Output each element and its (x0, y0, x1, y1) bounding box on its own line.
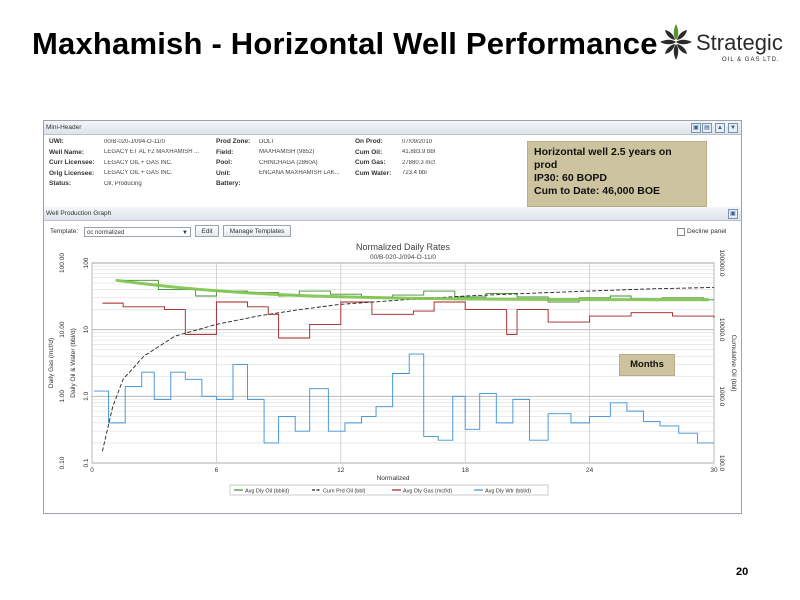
gas-rate-series (102, 301, 715, 339)
slide-title: Maxhamish - Horizontal Well Performance (32, 26, 658, 61)
legend-box (229, 484, 549, 496)
template-select[interactable]: oc normalized ▼ (84, 227, 191, 237)
chart-subtitle: 00/B-020-J/094-O-11/0 (370, 254, 436, 261)
y-tick-label: 1.00 (59, 390, 66, 403)
oil-trend-line (115, 278, 710, 302)
field-label: On Prod: (355, 138, 383, 145)
template-label: Template: (50, 228, 79, 235)
water-rate-series (94, 353, 714, 444)
chevron-down-icon: ▼ (182, 230, 188, 236)
x-tick-label: 12 (337, 467, 345, 474)
save-icon[interactable]: ▣ (728, 209, 738, 219)
template-select-value: oc normalized (87, 230, 125, 236)
y-axis-label: Daily Oil & Water (bbl/d) (70, 328, 77, 397)
mini-header-bar: Mini-Header ▣ ▤ ▲ ▼ (44, 121, 741, 135)
field-value: Oil, Producing (104, 180, 142, 187)
legend-label: Avg Dly Wtr (bbl/d) (485, 489, 531, 495)
legend-label: Avg Dly Oil (bbl/d) (245, 489, 289, 495)
manage-templates-button[interactable]: Manage Templates (223, 225, 291, 237)
field-label: Cum Oil: (355, 148, 383, 156)
field-label: Orig Licensee: (49, 169, 95, 177)
field-value: LEGACY ET AL F2 MAXHAMISH ... (104, 149, 200, 155)
y2-tick-label: 1000.0 (718, 386, 725, 406)
save-icon[interactable]: ▣ (691, 123, 701, 133)
field-value: ENCANA MAXHAMISH LAK... (259, 170, 340, 176)
edit-button[interactable]: Edit (195, 225, 219, 237)
callout-line: Cum to Date: 46,000 BOE (534, 185, 661, 197)
export-icon[interactable]: ▤ (702, 123, 712, 133)
y-tick-label: 100 (83, 257, 90, 268)
x-tick-label: 30 (710, 467, 718, 474)
page-number: 20 (736, 566, 749, 578)
field-label: UWI: (49, 138, 64, 145)
chevron-down-icon[interactable]: ▼ (728, 123, 738, 133)
y2-tick-label: 100000.0 (718, 249, 725, 276)
y2-tick-label: 100.0 (718, 455, 725, 472)
y-tick-label: 0.10 (59, 456, 66, 469)
logo-subtitle: OIL & GAS LTD. (722, 57, 780, 63)
graph-panel-bar: Well Production Graph ▣ (44, 207, 741, 221)
field-value: LEGACY OIL + GAS INC. (104, 159, 173, 166)
field-value: 41,883.9 bbl (402, 149, 436, 155)
chart-title: Normalized Daily Rates (356, 242, 451, 252)
callout-line: Horizontal well 2.5 years on (534, 146, 672, 158)
field-value: LEGACY OIL + GAS INC. (104, 170, 173, 176)
x-tick-label: 24 (586, 467, 594, 474)
cum-oil-series (101, 286, 715, 452)
mini-header-title: Mini-Header (46, 124, 82, 131)
y-axis-label: Daily Gas (mcf/d) (48, 338, 55, 388)
y-tick-label: 10.00 (59, 321, 66, 338)
annotation-callout: Horizontal well 2.5 years on prod IP30: … (527, 141, 707, 207)
field-label: Prod Zone: (216, 138, 251, 145)
x-axis-label: Normalized (377, 475, 410, 482)
callout-line: prod (534, 159, 558, 171)
logo-name: Strategic (696, 30, 783, 55)
decline-panel-checkbox[interactable] (677, 228, 685, 236)
decline-panel-label: Decline panel (687, 228, 727, 235)
field-value: DOLT (259, 138, 275, 145)
y-tick-label: 1.0 (83, 391, 90, 400)
field-value: 07/09/2010 (402, 138, 433, 145)
field-label: Unit: (216, 169, 231, 177)
callout-line: IP30: 60 BOPD (534, 172, 607, 184)
production-chart-svg: Normalized Daily Rates 00/B-020-J/094-O-1… (48, 242, 737, 496)
y2-tick-label: 10000.0 (718, 318, 725, 342)
legend-label: Avg Dly Gas (mcf/d) (403, 489, 452, 495)
leaf-logo-icon (660, 24, 692, 60)
field-value: CHINCHAGA (2860A) (259, 159, 318, 166)
app-screenshot: Mini-Header ▣ ▤ ▲ ▼ UWI: 00/B-020-J/094-O… (43, 120, 742, 514)
y-tick-label: 10 (83, 326, 90, 334)
y-tick-label: 0.1 (83, 458, 90, 467)
field-label: Curr Licensee: (49, 159, 95, 166)
y2-axis-label: Cumulative Oil (bbl) (730, 334, 737, 391)
strategic-logo: Strategic OIL & GAS LTD. (658, 18, 798, 68)
field-label: Field: (216, 148, 234, 156)
y-tick-label: 100.00 (59, 253, 66, 273)
x-tick-label: 18 (462, 467, 470, 474)
x-tick-label: 0 (90, 467, 94, 474)
months-tag: Months (619, 354, 675, 376)
production-chart: Normalized Daily Rates 00/B-020-J/094-O-1… (44, 241, 741, 513)
x-tick-label: 6 (215, 467, 219, 474)
field-label: Battery: (216, 180, 241, 187)
graph-panel-title: Well Production Graph (46, 210, 112, 217)
field-value: 27880.3 mcf (402, 159, 436, 166)
field-label: Status: (49, 180, 72, 187)
field-label: Pool: (216, 159, 233, 166)
field-label: Cum Water: (355, 169, 392, 177)
field-label: Well Name: (49, 148, 84, 156)
field-label: Cum Gas: (355, 159, 386, 166)
field-value: MAXHAMISH (9852) (259, 149, 315, 155)
legend-label: Cum Prd Oil (bbl) (323, 489, 366, 495)
field-value: 00/B-020-J/094-O-11/0 (104, 138, 165, 145)
field-value: 723.4 bbl (402, 170, 427, 176)
chevron-up-icon[interactable]: ▲ (715, 123, 725, 133)
